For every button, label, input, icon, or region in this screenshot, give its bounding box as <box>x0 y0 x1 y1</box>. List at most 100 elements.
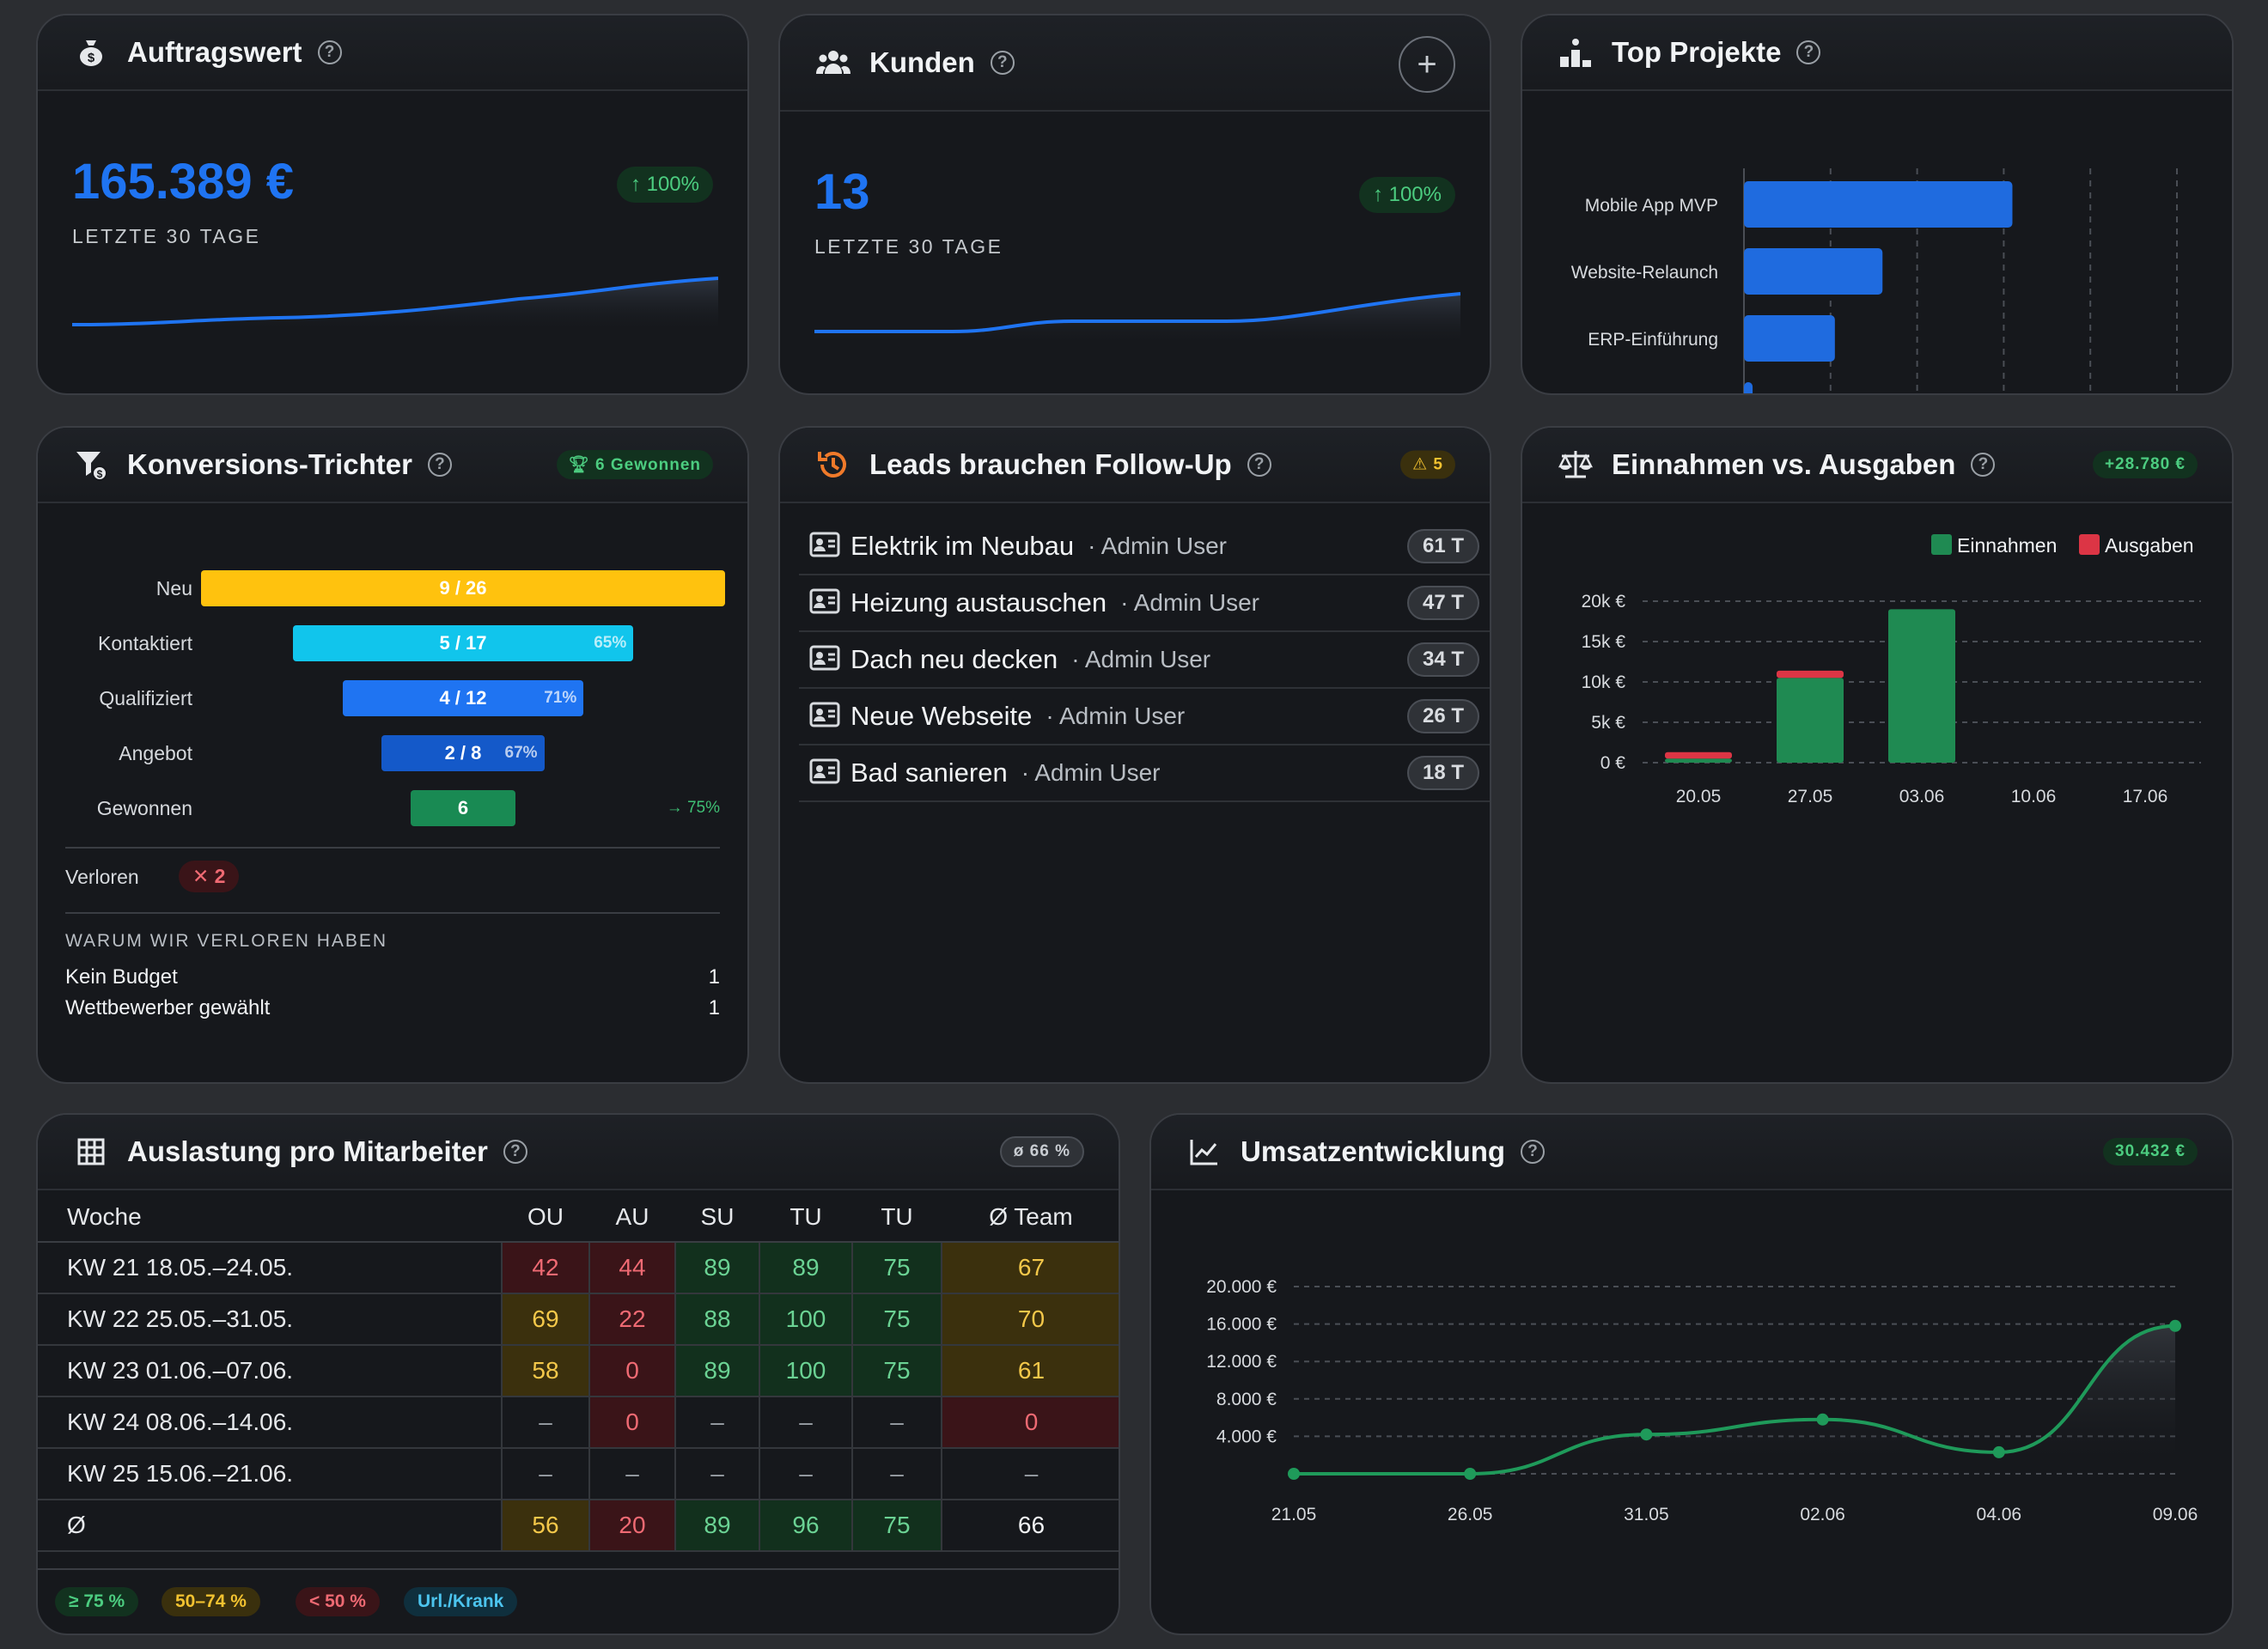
help-icon[interactable]: ? <box>317 40 342 64</box>
project-bar <box>1744 382 1753 393</box>
funnel-header: $ Konversions-Trichter ? 🏆︎ 6 Gewonnen <box>38 428 747 503</box>
income-bar <box>1777 678 1844 763</box>
funnel-stage-label: Kontaktiert <box>98 632 192 654</box>
utilization-cell: – <box>941 1447 1119 1500</box>
week-cell: KW 23 01.06.–07.06. <box>38 1344 503 1397</box>
utilization-cell: 89 <box>674 1499 760 1552</box>
kpi-value: 13 <box>814 164 870 220</box>
funnel-icon: $ <box>74 447 108 482</box>
help-icon[interactable]: ? <box>1247 453 1271 477</box>
line-chart-icon <box>1187 1135 1222 1169</box>
funnel-stage-rate: 71% <box>544 689 577 707</box>
lost-reason-count: 1 <box>708 996 720 1019</box>
umsatz-card: Umsatzentwicklung ? 30.432 € 4.000 € 8.00… <box>1149 1113 2234 1635</box>
data-point <box>1464 1468 1477 1480</box>
divider <box>38 1568 1119 1570</box>
utilization-cell: – <box>674 1396 760 1449</box>
add-customer-button[interactable]: + <box>1399 36 1455 93</box>
balance-badge: +28.780 € <box>2092 451 2198 478</box>
utilization-cell: 0 <box>588 1396 676 1449</box>
lead-owner: · Admin User <box>1046 703 1186 729</box>
table-icon <box>74 1135 108 1169</box>
ranking-icon <box>1558 35 1593 70</box>
legend-chip: ≥ 75 % <box>55 1587 139 1616</box>
kpi-value: 165.389 € <box>72 154 295 210</box>
utilization-cell: 75 <box>851 1241 942 1294</box>
funnel-stage-count: 4 / 12 <box>439 687 487 709</box>
y-tick-label: 20.000 € <box>1206 1277 1277 1297</box>
svg-text:$: $ <box>97 468 103 480</box>
lead-row[interactable]: Bad sanieren · Admin User 18 T <box>799 745 1490 802</box>
funnel-stage-count: 6 <box>457 797 469 818</box>
utilization-cell: 42 <box>501 1241 590 1294</box>
scale-icon <box>1558 447 1593 482</box>
funnel-stage-bar[interactable]: 9 / 26 <box>201 570 725 606</box>
won-badge-label: 6 Gewonnen <box>595 456 701 474</box>
leads-card: Leads brauchen Follow-Up ? ⚠ 5 Elektrik … <box>778 426 1491 1084</box>
table-row: KW 25 15.06.–21.06. – – – – – – <box>38 1447 1119 1500</box>
utilization-cell: – <box>501 1447 590 1500</box>
leads-header: Leads brauchen Follow-Up ? ⚠ 5 <box>780 428 1490 503</box>
lead-row[interactable]: Dach neu decken · Admin User 34 T <box>799 632 1490 689</box>
lead-row[interactable]: Heizung austauschen · Admin User 47 T <box>799 575 1490 632</box>
utilization-cell: 0 <box>941 1396 1119 1449</box>
income-bar <box>1888 609 1955 763</box>
help-icon[interactable]: ? <box>1521 1140 1546 1164</box>
divider <box>65 847 720 849</box>
sparkline <box>814 292 1460 347</box>
table-row: KW 22 25.05.–31.05. 69 22 88 100 75 70 <box>38 1293 1119 1346</box>
svg-text:$: $ <box>88 51 95 65</box>
utilization-cell: – <box>501 1396 590 1449</box>
utilization-table: Woche OU AU SU TU TU Ø Team KW 21 18.05.–24.05… <box>38 1192 1119 1552</box>
column-header: Woche <box>38 1192 502 1243</box>
y-tick-label: 12.000 € <box>1206 1352 1277 1372</box>
lead-title: Bad sanieren <box>850 758 1008 788</box>
lead-row[interactable]: Elektrik im Neubau · Admin User 61 T <box>799 519 1490 575</box>
y-tick-label: 5k € <box>1591 713 1625 733</box>
column-header: SU <box>675 1192 759 1243</box>
auftragswert-card: $ Auftragswert ? 165.389 € LETZTE 30 TAG… <box>36 14 749 395</box>
utilization-cell: 58 <box>501 1344 590 1397</box>
project-bar <box>1744 181 2013 228</box>
utilization-cell: 75 <box>851 1344 942 1397</box>
funnel-stage-rate: 65% <box>594 634 627 652</box>
card-title: Auslastung pro Mitarbeiter <box>127 1135 488 1167</box>
lead-row[interactable]: Neue Webseite · Admin User 26 T <box>799 689 1490 745</box>
auftragswert-header: $ Auftragswert ? <box>38 15 747 91</box>
funnel-stage-count: 2 / 8 <box>444 742 482 764</box>
week-cell: KW 24 08.06.–14.06. <box>38 1396 503 1449</box>
funnel-stage-bar[interactable]: 5 / 17 65% <box>292 625 634 661</box>
legend-swatch <box>2079 534 2100 555</box>
x-tick-label: 21.05 <box>1271 1505 1317 1524</box>
project-bar <box>1744 248 1883 295</box>
column-header: TU <box>852 1192 942 1243</box>
y-tick-label: 0 € <box>1600 753 1626 773</box>
category-label: ERP-Einführung <box>1588 330 1718 350</box>
revenue-badge: 30.432 € <box>2103 1138 2198 1165</box>
legend-chip: < 50 % <box>296 1587 380 1616</box>
help-icon[interactable]: ? <box>503 1140 527 1164</box>
funnel-stage-bar[interactable]: 2 / 8 67% <box>381 735 545 771</box>
help-icon[interactable]: ? <box>427 453 452 477</box>
funnel-card: $ Konversions-Trichter ? 🏆︎ 6 Gewonnen N… <box>36 426 749 1084</box>
followup-count-badge: ⚠ 5 <box>1400 450 1455 479</box>
won-badge: 🏆︎ 6 Gewonnen <box>556 450 713 479</box>
funnel-stage-label: Gewonnen <box>96 797 192 819</box>
funnel-stage-bar[interactable]: 6 <box>411 790 515 826</box>
y-tick-label: 8.000 € <box>1216 1390 1277 1409</box>
lost-reason: Wettbewerber gewählt <box>65 996 271 1019</box>
category-label: Mobile App MVP <box>1585 196 1718 216</box>
lead-title: Elektrik im Neubau <box>850 531 1075 561</box>
help-icon[interactable]: ? <box>1971 453 1996 477</box>
help-icon[interactable]: ? <box>1796 40 1821 64</box>
legend-label: Einnahmen <box>1957 534 2057 557</box>
einnahmen-card: Einnahmen vs. Ausgaben ? +28.780 € 0 € 5k… <box>1521 426 2234 1084</box>
utilization-cell: – <box>674 1447 760 1500</box>
table-body: KW 21 18.05.–24.05. 42 44 89 89 75 67 KW 22 25.… <box>38 1241 1119 1552</box>
x-tick-label: 02.06 <box>1800 1505 1845 1524</box>
auslastung-header: Auslastung pro Mitarbeiter ? ø 66 % <box>38 1115 1119 1190</box>
funnel-stage-bar[interactable]: 4 / 12 71% <box>342 680 584 716</box>
project-bar <box>1744 315 1835 362</box>
funnel-stage-count: 9 / 26 <box>439 577 487 599</box>
help-icon[interactable]: ? <box>990 51 1015 75</box>
